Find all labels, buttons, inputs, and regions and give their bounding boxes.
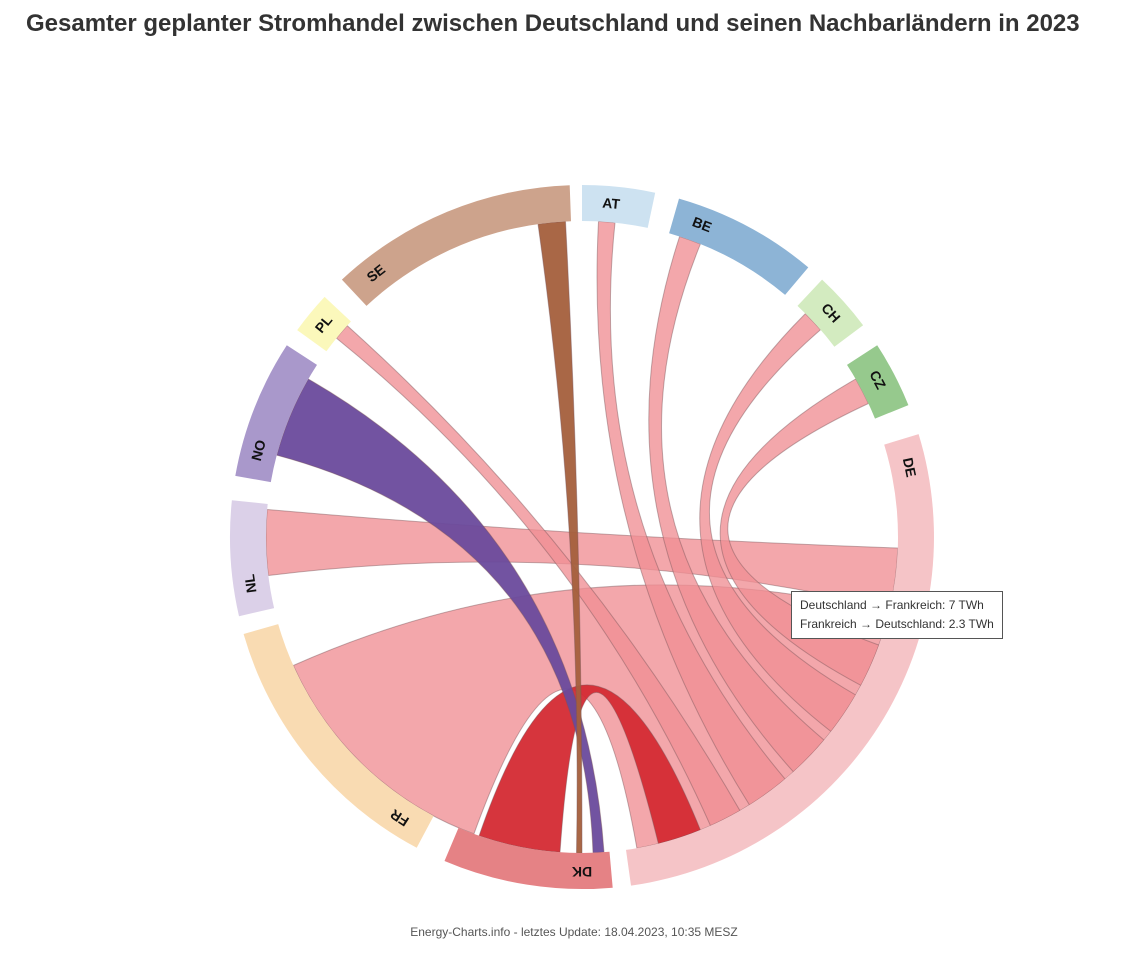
- ribbon-de-be[interactable]: [648, 235, 825, 773]
- arc-dk[interactable]: [444, 827, 613, 890]
- arc-label-at: AT: [602, 195, 621, 213]
- arc-nl[interactable]: [229, 500, 275, 617]
- tooltip-line-export: Deutschland → Frankreich: 7 TWh: [800, 598, 984, 612]
- tooltip-line-import: Frankreich → Deutschland: 2.3 TWh: [800, 617, 994, 631]
- arc-label-be: BE: [690, 213, 714, 235]
- arc-no[interactable]: [235, 345, 317, 483]
- arc-label-no: NO: [248, 438, 269, 463]
- group-arcs: [229, 185, 934, 890]
- tooltip: Deutschland → Frankreich: 7 TWh Frankrei…: [791, 591, 1003, 639]
- arc-cz[interactable]: [847, 345, 909, 419]
- ribbons: [265, 220, 899, 854]
- arc-se[interactable]: [341, 185, 571, 306]
- arc-fr[interactable]: [243, 624, 434, 848]
- arc-de[interactable]: [626, 434, 934, 886]
- chart-title: Gesamter geplanter Stromhandel zwischen …: [26, 10, 1080, 37]
- arc-ch[interactable]: [797, 279, 864, 347]
- arc-label-nl: NL: [241, 573, 260, 594]
- arc-label-dk: DK: [572, 864, 592, 880]
- arc-label-de: DE: [900, 456, 920, 478]
- arc-label-cz: CZ: [866, 368, 889, 392]
- ribbon-de-ch[interactable]: [699, 312, 857, 733]
- arc-be[interactable]: [669, 198, 809, 295]
- footer-source: Energy-Charts.info - letztes Update: 18.…: [410, 925, 738, 939]
- arc-pl[interactable]: [297, 296, 351, 352]
- ribbon-dk-se[interactable]: [537, 220, 583, 854]
- arc-at[interactable]: [582, 185, 656, 228]
- ribbon-de-dk[interactable]: [478, 684, 702, 853]
